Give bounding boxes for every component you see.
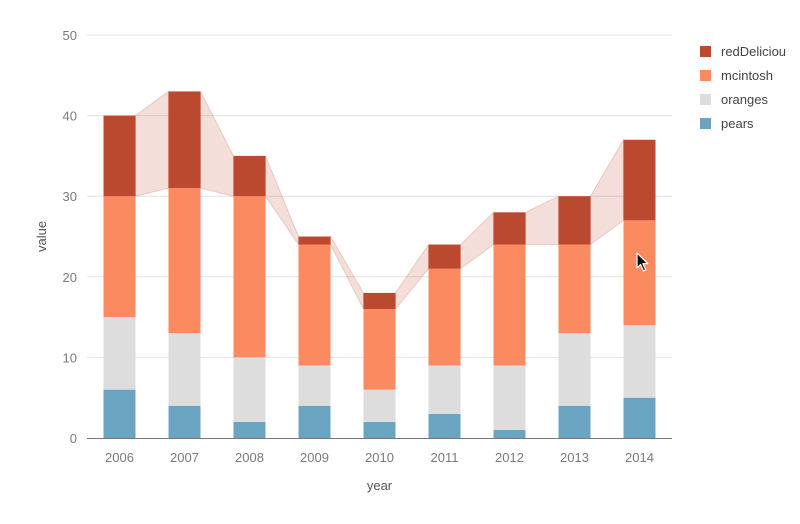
bar-mcintosh-2010[interactable]: [363, 309, 396, 390]
bar-oranges-2006[interactable]: [103, 317, 136, 390]
bar-pears-2007[interactable]: [168, 405, 201, 438]
bar-redDeliciou-2009[interactable]: [298, 236, 331, 245]
bar-redDeliciou-2007[interactable]: [168, 91, 201, 189]
band-segment: [265, 155, 299, 247]
bar-redDeliciou-2010[interactable]: [363, 292, 396, 310]
x-tick-label: 2011: [431, 450, 459, 465]
y-tick-label: 10: [63, 350, 77, 365]
bar-pears-2013[interactable]: [558, 405, 591, 438]
x-tick-label: 2007: [170, 450, 199, 465]
bar-redDeliciou-2012[interactable]: [493, 212, 526, 245]
x-tick-label: 2008: [235, 450, 264, 465]
bar-redDeliciou-2006[interactable]: [103, 115, 136, 197]
legend-label: oranges: [721, 91, 768, 107]
legend-label: redDeliciou: [721, 43, 787, 59]
bar-pears-2011[interactable]: [428, 413, 461, 438]
bar-mcintosh-2006[interactable]: [103, 196, 136, 318]
x-axis-title: year: [367, 478, 393, 493]
bar-mcintosh-2013[interactable]: [558, 244, 591, 334]
bar-oranges-2011[interactable]: [428, 365, 461, 414]
bar-pears-2012[interactable]: [493, 429, 526, 438]
legend-item-mcintosh[interactable]: mcintosh: [700, 63, 786, 87]
legend-swatch: [700, 45, 711, 57]
bar-oranges-2013[interactable]: [558, 333, 591, 406]
y-axis-ticks: 0 10 20 30 40 50: [63, 28, 77, 446]
bar-oranges-2009[interactable]: [298, 365, 331, 406]
bar-redDeliciou-2008[interactable]: [233, 155, 266, 197]
x-tick-label: 2012: [495, 450, 524, 465]
legend-swatch: [700, 69, 711, 81]
band-segment: [135, 90, 169, 197]
band-segment: [460, 211, 494, 270]
bar-pears-2014[interactable]: [623, 397, 656, 438]
bar-mcintosh-2008[interactable]: [233, 196, 266, 358]
y-tick-label: 30: [63, 189, 77, 204]
bar-oranges-2008[interactable]: [233, 357, 266, 422]
band-segment: [525, 195, 559, 246]
bar-oranges-2007[interactable]: [168, 333, 201, 406]
y-tick-label: 20: [63, 270, 77, 285]
bar-mcintosh-2009[interactable]: [298, 244, 331, 366]
x-axis-ticks: 2006 2007 2008 2009 2010 2011 2012 2013 2014: [105, 450, 654, 465]
bar-redDeliciou-2013[interactable]: [558, 196, 591, 245]
mouse-cursor-icon: [636, 252, 649, 272]
bar-oranges-2010[interactable]: [363, 389, 396, 422]
legend-label: pears: [721, 115, 754, 131]
bar-pears-2006[interactable]: [103, 389, 136, 438]
x-tick-label: 2014: [625, 450, 654, 465]
x-tick-label: 2013: [560, 450, 589, 465]
legend: redDeliciou mcintosh oranges pears: [700, 39, 786, 135]
legend-item-oranges[interactable]: oranges: [700, 87, 786, 111]
bar-pears-2010[interactable]: [363, 421, 396, 438]
bars: [103, 91, 656, 438]
bar-oranges-2014[interactable]: [623, 325, 656, 398]
band-segment: [590, 137, 624, 246]
y-tick-label: 40: [63, 109, 77, 124]
bar-redDeliciou-2011[interactable]: [428, 244, 461, 269]
band-segment: [200, 91, 234, 197]
bar-mcintosh-2012[interactable]: [493, 244, 526, 366]
bar-oranges-2012[interactable]: [493, 365, 526, 430]
legend-swatch: [700, 117, 711, 129]
bar-pears-2009[interactable]: [298, 405, 331, 438]
y-axis-title: value: [34, 221, 49, 252]
y-tick-label: 0: [70, 431, 77, 446]
legend-label: mcintosh: [721, 67, 774, 83]
x-tick-label: 2006: [105, 450, 134, 465]
x-tick-label: 2010: [365, 450, 394, 465]
y-tick-label: 50: [63, 28, 77, 43]
legend-item-pears[interactable]: pears: [700, 111, 786, 135]
bar-pears-2008[interactable]: [233, 421, 266, 438]
red-delicious-band: [135, 90, 624, 311]
bar-mcintosh-2007[interactable]: [168, 188, 201, 334]
legend-swatch: [700, 93, 711, 105]
bar-redDeliciou-2014[interactable]: [623, 139, 656, 221]
legend-item-redDeliciou[interactable]: redDeliciou: [700, 39, 786, 63]
band-segment: [330, 234, 364, 310]
bar-mcintosh-2014[interactable]: [623, 220, 656, 326]
x-tick-label: 2009: [300, 450, 329, 465]
bar-mcintosh-2011[interactable]: [428, 268, 461, 366]
